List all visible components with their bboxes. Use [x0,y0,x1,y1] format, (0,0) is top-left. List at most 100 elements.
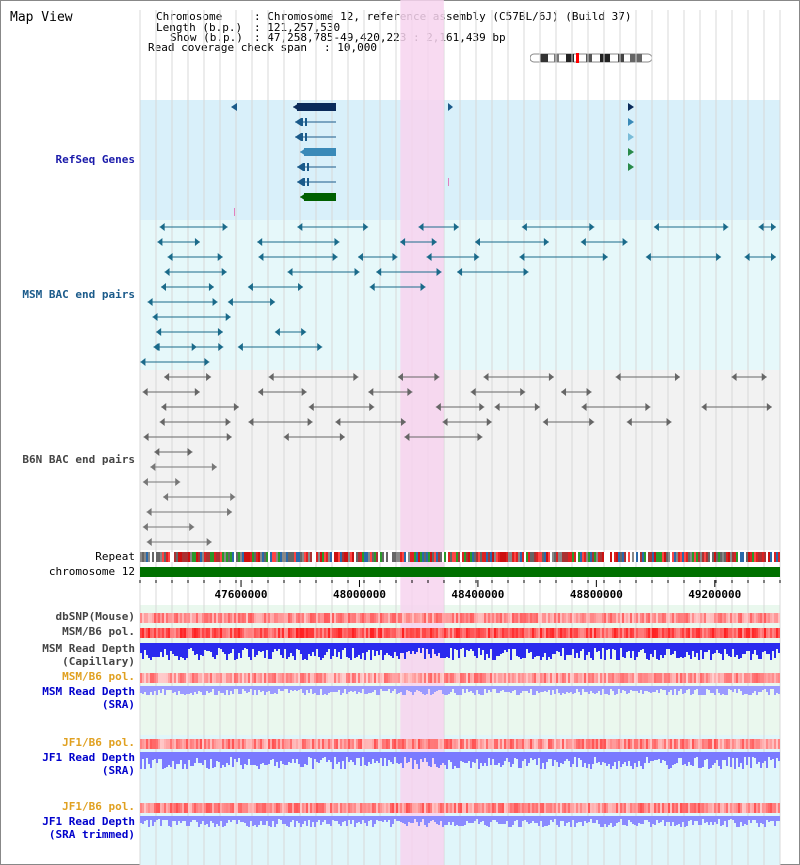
read-depth-bar [312,686,314,694]
polymorphism-cell [374,628,376,638]
polymorphism-cell [746,628,748,638]
polymorphism-cell [430,739,432,749]
polymorphism-cell [322,803,324,813]
polymorphism-cell [326,613,328,623]
read-depth-bar [594,686,596,694]
polymorphism-cell [684,803,686,813]
polymorphism-cell [408,803,410,813]
polymorphism-cell [376,803,378,813]
label-msm-b6-pol: MSM/B6 pol. [62,625,135,638]
polymorphism-cell [242,803,244,813]
polymorphism-cell [178,628,180,638]
polymorphism-cell [342,739,344,749]
bac-end [653,223,659,231]
polymorphism-cell [398,628,400,638]
polymorphism-cell [686,628,688,638]
repeat-feature [472,552,474,562]
polymorphism-cell [558,739,560,749]
repeat-feature [502,552,504,562]
read-depth-bar [548,816,550,825]
polymorphism-cell [462,613,464,623]
read-depth-bar [556,816,558,825]
bac-end [248,418,254,426]
repeat-feature [218,552,220,562]
read-depth-bar [692,643,694,651]
read-depth-bar [404,816,406,824]
bac-end [397,373,403,381]
read-depth-bar [456,643,458,650]
polymorphism-cell [242,628,244,638]
read-depth-bar [486,643,488,654]
polymorphism-cell [408,628,410,638]
read-depth-bar [510,752,512,767]
polymorphism-cell [152,673,154,683]
polymorphism-cell [514,613,516,623]
polymorphism-cell [718,613,720,623]
repeat-feature [578,552,580,562]
polymorphism-cell [586,739,588,749]
bac-end [142,478,148,486]
repeat-feature [168,552,170,562]
polymorphism-cell [778,673,780,683]
read-depth-bar [772,686,774,689]
polymorphism-cell [552,628,554,638]
read-depth-bar [244,686,246,691]
polymorphism-cell [384,628,386,638]
read-depth-bar [242,643,244,650]
repeat-feature [240,552,242,562]
polymorphism-cell [446,803,448,813]
repeat-feature [452,552,454,562]
polymorphism-cell [778,739,780,749]
polymorphism-cell [520,739,522,749]
polymorphism-cell [604,803,606,813]
read-depth-bar [286,686,288,689]
repeat-feature [636,552,638,562]
label-jf1-b6-pol: JF1/B6 pol. [62,736,135,749]
read-depth-bar [644,816,646,820]
polymorphism-cell [714,673,716,683]
read-depth-bar [612,752,614,766]
read-depth-bar [358,752,360,758]
polymorphism-cell [754,613,756,623]
polymorphism-cell [232,628,234,638]
read-depth-bar [578,686,580,692]
polymorphism-cell [426,673,428,683]
repeat-feature [604,552,606,562]
polymorphism-cell [210,739,212,749]
read-depth-bar [366,752,368,766]
read-depth-bar [166,816,168,820]
polymorphism-cell [576,613,578,623]
read-depth-bar [168,752,170,765]
read-depth-bar [334,752,336,757]
read-depth-bar [708,816,710,825]
read-depth-bar [766,816,768,820]
bac-end [548,373,554,381]
polymorphism-cell [636,739,638,749]
repeat-feature [162,552,164,562]
read-depth-bar [316,686,318,695]
polymorphism-cell [454,739,456,749]
polymorphism-cell [380,628,382,638]
polymorphism-cell [478,739,480,749]
polymorphism-cell [246,613,248,623]
polymorphism-cell [738,673,740,683]
polymorphism-cell [382,613,384,623]
polymorphism-cell [318,803,320,813]
polymorphism-cell [736,673,738,683]
read-depth-bar [344,816,346,821]
polymorphism-cell [352,803,354,813]
read-depth-bar [270,752,272,760]
read-depth-bar [450,686,452,692]
polymorphism-cell [176,673,178,683]
read-depth-bar [142,752,144,759]
read-depth-bar [436,752,438,767]
read-depth-bar [312,752,314,769]
polymorphism-cell [414,803,416,813]
bac-end [543,238,549,246]
read-depth-bar [604,816,606,824]
read-depth-bar [606,643,608,650]
read-depth-bar [140,816,142,823]
read-depth-bar [158,816,160,819]
polymorphism-cell [594,613,596,623]
